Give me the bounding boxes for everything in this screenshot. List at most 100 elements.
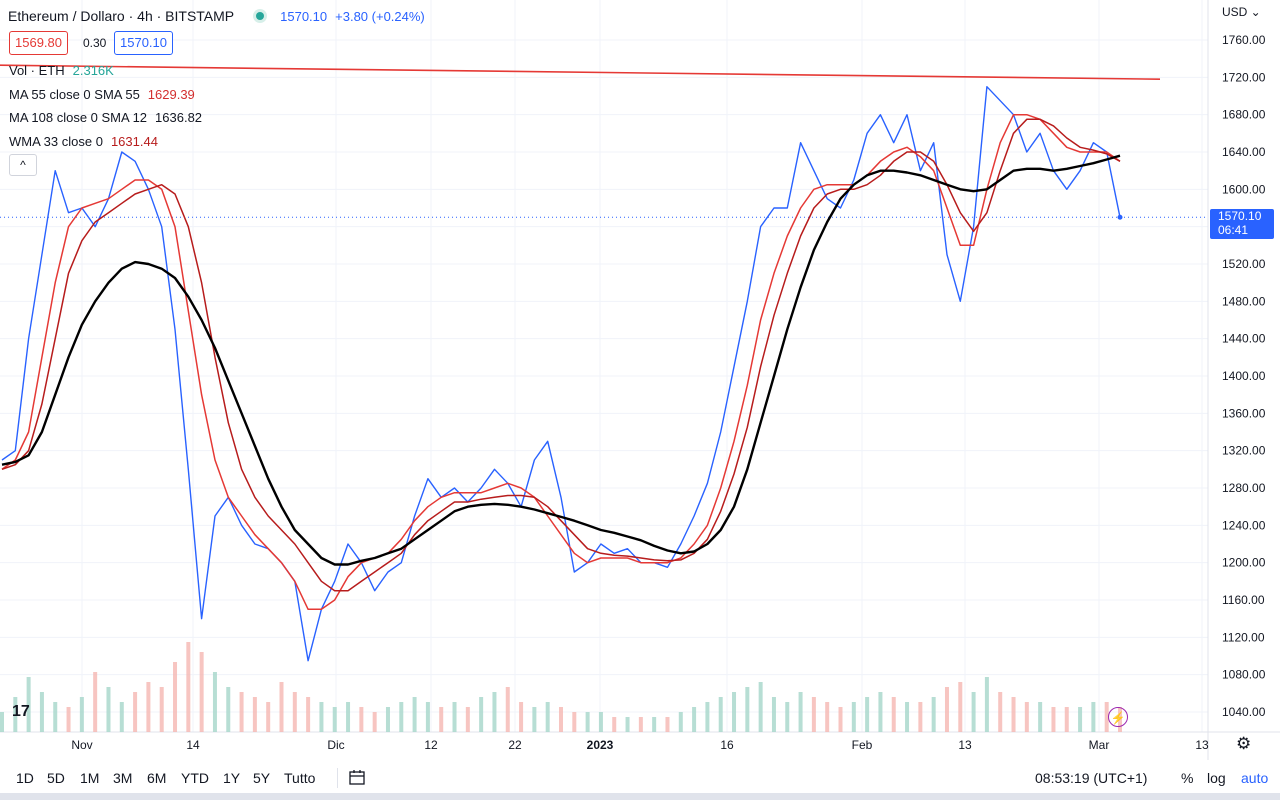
volume-bar xyxy=(705,702,710,732)
volume-bar xyxy=(399,702,404,732)
timeframe-3m[interactable]: 3M xyxy=(113,770,133,786)
volume-bar xyxy=(452,702,457,732)
last-price-tag-price: 1570.10 xyxy=(1218,209,1262,223)
volume-bar xyxy=(346,702,351,732)
volume-bar xyxy=(545,702,550,732)
volume-bar xyxy=(239,692,244,732)
time-axis-label: 12 xyxy=(424,738,438,752)
volume-bar xyxy=(106,687,111,732)
price-axis-label: 1280.00 xyxy=(1222,481,1266,495)
timeframe-1y[interactable]: 1Y xyxy=(223,770,241,786)
volume-bar xyxy=(1051,707,1056,732)
price-axis-label: 1080.00 xyxy=(1222,668,1266,682)
volume-bar xyxy=(971,692,976,732)
volume-bar xyxy=(465,707,470,732)
volume-bar xyxy=(0,712,4,732)
tradingview-logo[interactable]: 17 xyxy=(12,703,30,720)
volume-bar xyxy=(479,697,484,732)
percent-scale-toggle[interactable]: % xyxy=(1181,770,1194,786)
volume-bar xyxy=(732,692,737,732)
volume-bar xyxy=(1104,702,1109,732)
volume-bar xyxy=(292,692,297,732)
symbol-title[interactable]: Ethereum / Dollaro · 4h · BITSTAMP xyxy=(8,8,235,24)
time-axis-label: Dic xyxy=(327,738,344,752)
volume-bar xyxy=(625,717,630,732)
volume-bar xyxy=(984,677,989,732)
price-axis-label: 1400.00 xyxy=(1222,369,1266,383)
timeframe-1m[interactable]: 1M xyxy=(80,770,100,786)
indicator-label: MA 108 close 0 SMA 12 xyxy=(9,110,148,125)
time-axis-label: 22 xyxy=(508,738,522,752)
auto-scale-toggle[interactable]: auto xyxy=(1241,770,1269,786)
time-axis-label: 13 xyxy=(958,738,972,752)
price-axis-label: 1760.00 xyxy=(1222,33,1266,47)
volume-bar xyxy=(758,682,763,732)
price-chart[interactable]: 1760.001720.001680.001640.001600.001560.… xyxy=(0,0,1280,760)
indicator-ma108[interactable]: MA 108 close 0 SMA 12 1636.82 xyxy=(9,110,202,125)
log-scale-toggle[interactable]: log xyxy=(1207,770,1226,786)
price-axis-label: 1120.00 xyxy=(1222,630,1265,644)
ask-price-box[interactable]: 1570.10 xyxy=(114,31,173,55)
toolbar-divider xyxy=(337,768,338,788)
volume-bar xyxy=(572,712,577,732)
clock[interactable]: 08:53:19 (UTC+1) xyxy=(1035,770,1148,786)
volume-bar xyxy=(226,687,231,732)
timeframe-5d[interactable]: 5D xyxy=(47,770,65,786)
volume-bar xyxy=(26,677,31,732)
lightning-icon[interactable]: ⚡ xyxy=(1108,707,1128,727)
volume-bar xyxy=(66,707,71,732)
timeframe-5y[interactable]: 5Y xyxy=(253,770,271,786)
price-axis-label: 1360.00 xyxy=(1222,406,1266,420)
volume-bar xyxy=(13,697,18,732)
volume-bar xyxy=(186,642,191,732)
indicator-ma55[interactable]: MA 55 close 0 SMA 55 1629.39 xyxy=(9,87,195,102)
volume-bar xyxy=(931,697,936,732)
volume-bar xyxy=(1078,707,1083,732)
series-line-eth-usd xyxy=(1,85,1121,662)
indicator-value: 1629.39 xyxy=(147,87,195,102)
volume-bars xyxy=(0,642,1122,732)
last-price-tag: 1570.10 06:41 xyxy=(1210,209,1274,239)
timeframe-1d[interactable]: 1D xyxy=(16,770,34,786)
time-axis-label: 16 xyxy=(720,738,734,752)
gear-icon[interactable]: ⚙ xyxy=(1236,734,1252,753)
timeframe-ytd[interactable]: YTD xyxy=(181,770,209,786)
bottom-strip xyxy=(0,793,1280,800)
price-axis-label: 1200.00 xyxy=(1222,556,1266,570)
volume-bar xyxy=(53,702,58,732)
indicator-label: WMA 33 close 0 xyxy=(9,134,103,149)
price-axis-label: 1520.00 xyxy=(1222,257,1266,271)
indicator-label: Vol · ETH xyxy=(9,63,65,78)
price-axis-label: 1240.00 xyxy=(1222,518,1266,532)
volume-bar xyxy=(146,682,151,732)
volume-bar xyxy=(412,697,417,732)
indicator-value: 1636.82 xyxy=(155,110,203,125)
collapse-legend-button[interactable]: ^ xyxy=(9,154,37,176)
timeframe-all[interactable]: Tutto xyxy=(284,770,316,786)
price-axis-label: 1480.00 xyxy=(1222,294,1266,308)
volume-bar xyxy=(519,702,524,732)
volume-bar xyxy=(878,692,883,732)
volume-bar xyxy=(252,697,257,732)
volume-bar xyxy=(93,672,98,732)
bottom-toolbar: 1D 5D 1M 3M 6M YTD 1Y 5Y Tutto 08:53:19 … xyxy=(0,763,1280,793)
bid-price-box[interactable]: 1569.80 xyxy=(9,31,68,55)
volume-bar xyxy=(1038,702,1043,732)
volume-bar xyxy=(279,682,284,732)
volume-bar xyxy=(212,672,217,732)
volume-bar xyxy=(918,702,923,732)
volume-bar xyxy=(133,692,138,732)
spread-value: 0.30 xyxy=(83,36,107,50)
calendar-range-icon[interactable] xyxy=(348,769,368,787)
volume-bar xyxy=(79,697,84,732)
indicator-volume[interactable]: Vol · ETH 2.316K xyxy=(9,63,114,78)
volume-bar xyxy=(612,717,617,732)
series-line-wma-33 xyxy=(1,113,1121,611)
indicator-wma33[interactable]: WMA 33 close 0 1631.44 xyxy=(9,134,158,149)
volume-bar xyxy=(665,717,670,732)
currency-selector[interactable]: USD ⌄ xyxy=(1222,5,1261,19)
trendline xyxy=(0,64,1161,80)
last-price-value: 1570.10 xyxy=(280,8,328,24)
currency-label: USD xyxy=(1222,5,1248,19)
timeframe-6m[interactable]: 6M xyxy=(147,770,167,786)
